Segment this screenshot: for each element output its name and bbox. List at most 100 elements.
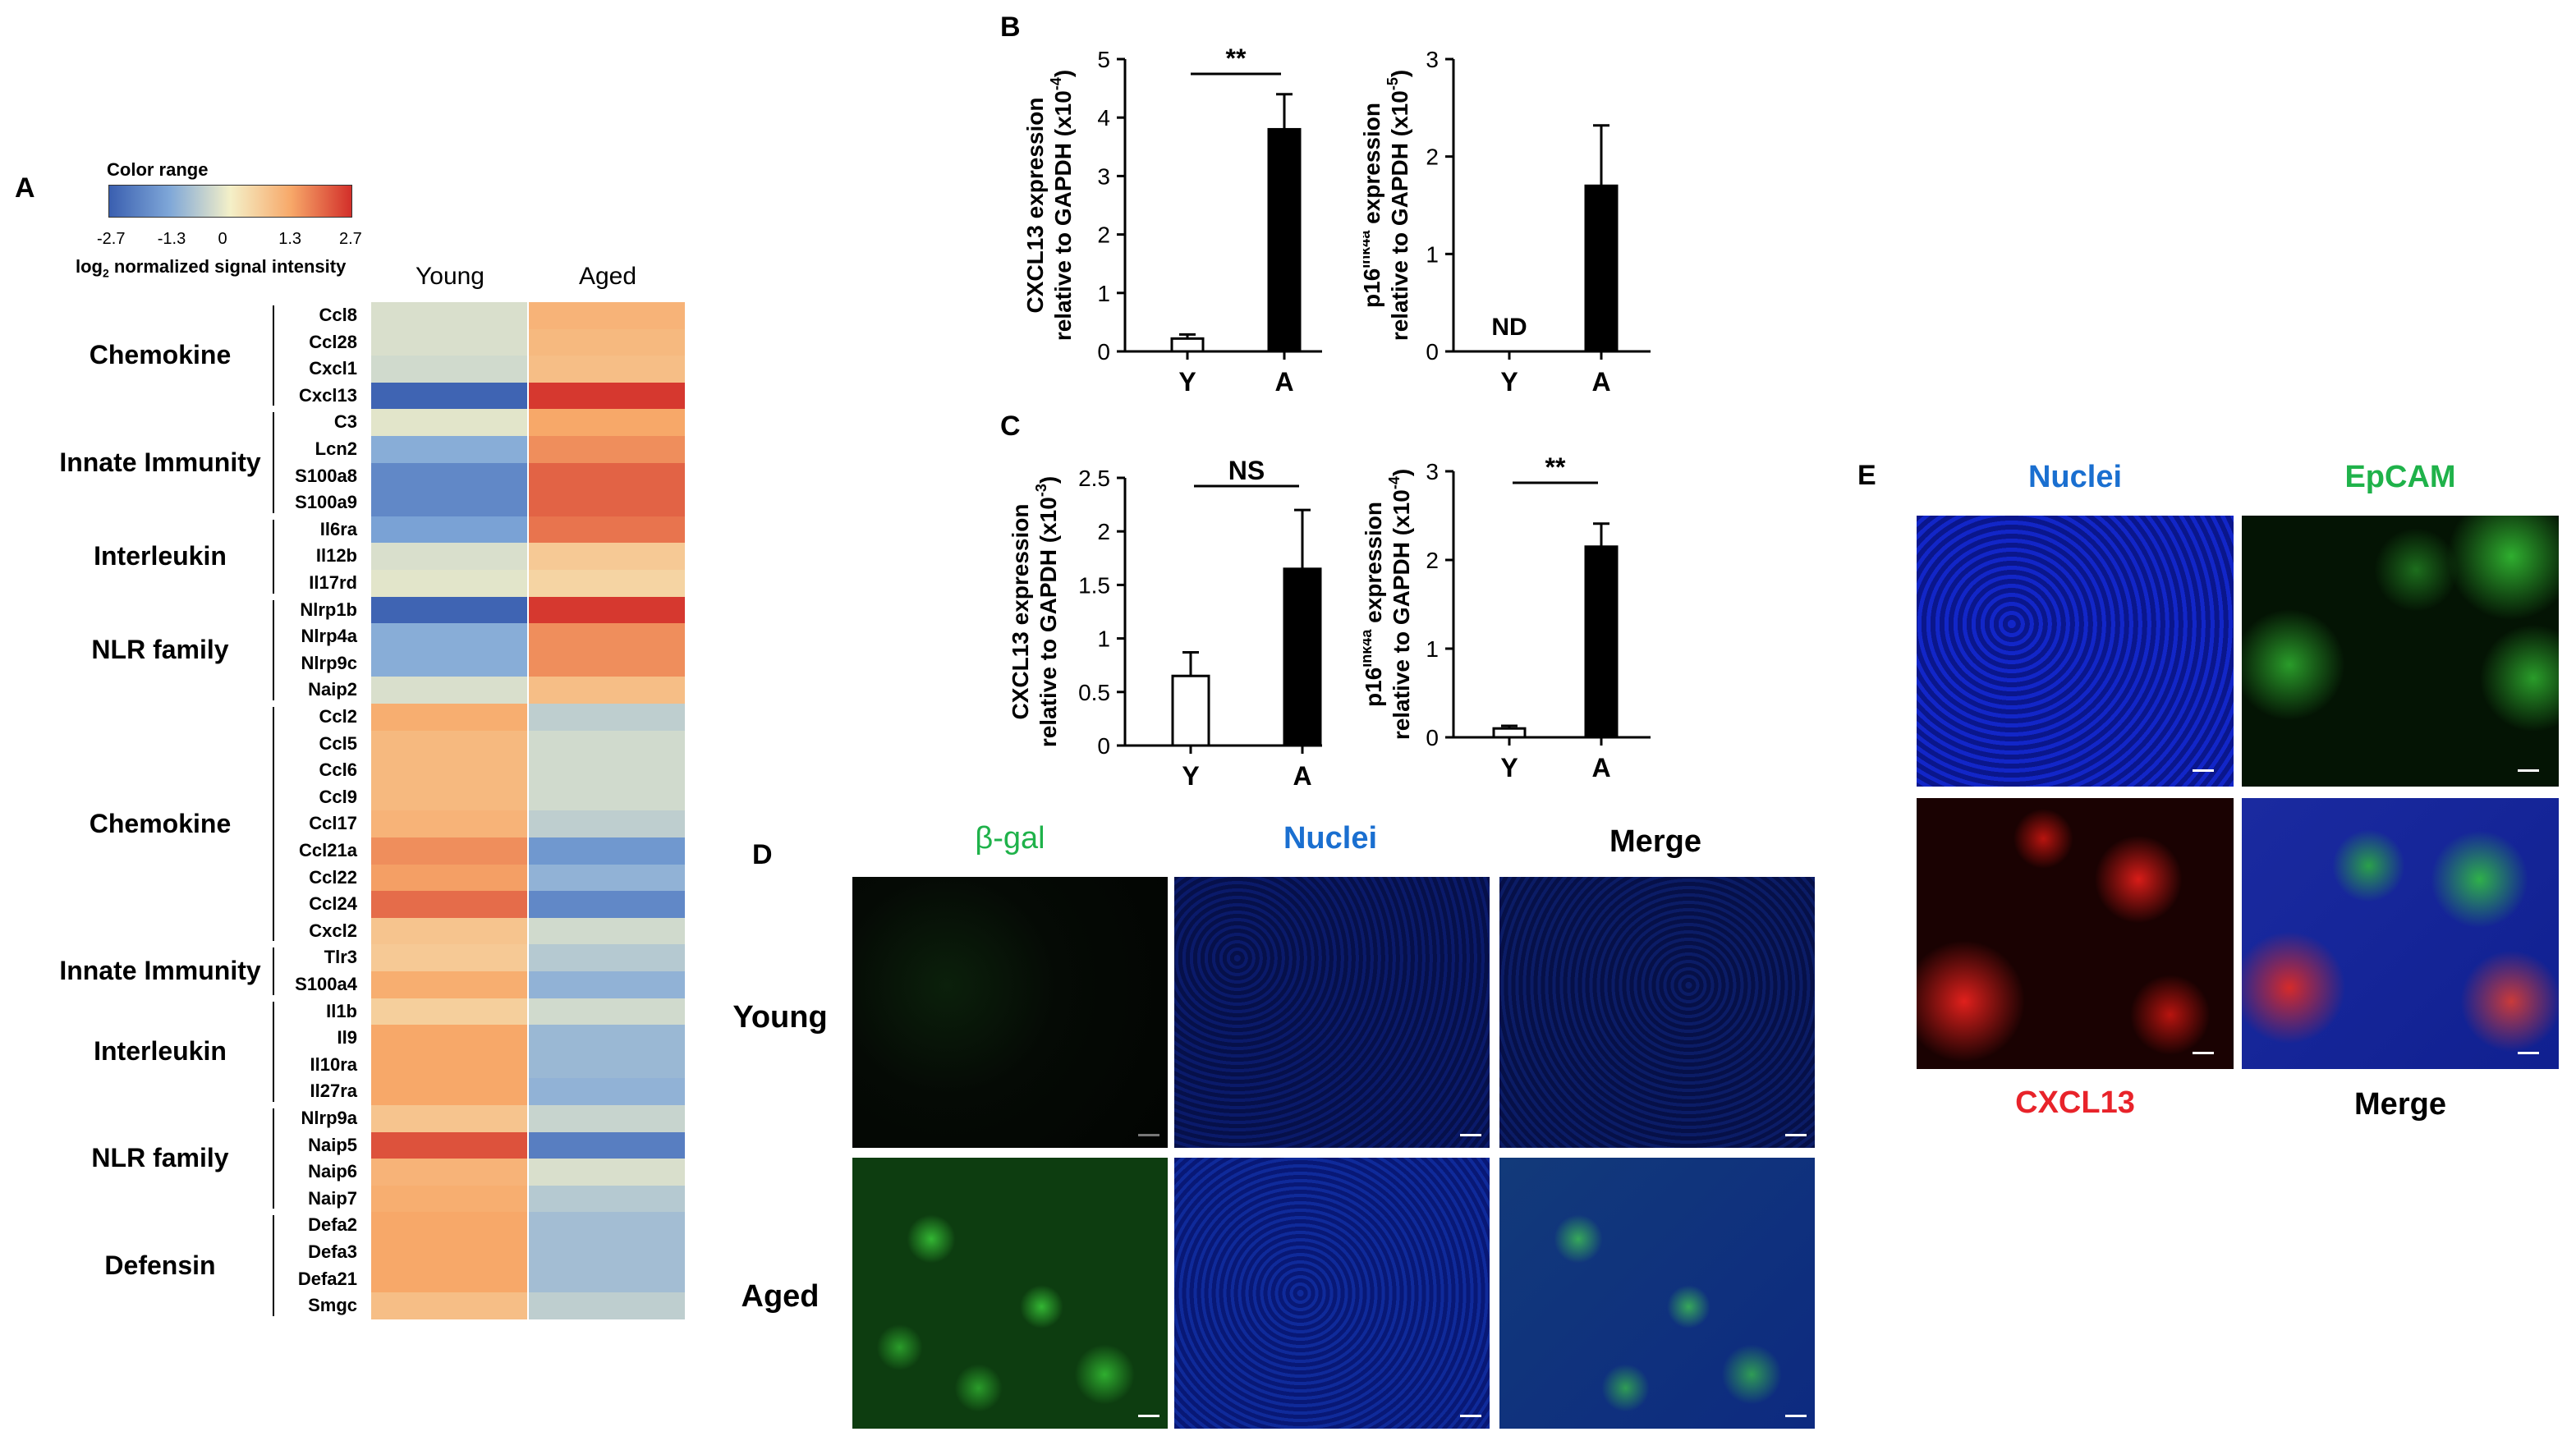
- y-tick-label: 1: [1097, 626, 1110, 652]
- colorbar-caption: log2 normalized signal intensity: [76, 256, 347, 280]
- gene-label: S100a9: [295, 492, 357, 513]
- e-cxcl13-image: [1917, 798, 2234, 1069]
- y-tick-label: 0: [1097, 733, 1110, 759]
- gene-label: S100a4: [295, 974, 357, 994]
- heatmap-cell-aged: [529, 998, 685, 1026]
- x-tick-label: A: [1591, 367, 1610, 397]
- y-label-sup: -3: [1033, 484, 1049, 497]
- colorbar-tick-label: -2.7: [97, 230, 126, 248]
- heatmap-cell-young: [371, 328, 527, 356]
- nd-annotation: ND: [1491, 314, 1527, 341]
- heatmap-cell-aged: [529, 891, 685, 919]
- y-axis-label-line1: p16Ink4a expression: [1363, 103, 1384, 308]
- y-axis-label: p16Ink4a expression relative to GAPDH (x1…: [1363, 70, 1412, 341]
- gene-label: Il9: [337, 1027, 357, 1048]
- y-axis-label-line1: CXCL13 expression: [1026, 98, 1048, 314]
- y-label-part: ): [1035, 476, 1061, 484]
- heatmap-cell-young: [371, 837, 527, 865]
- y-label-part: p16: [1363, 668, 1386, 707]
- heatmap-cell-aged: [529, 917, 685, 945]
- gene-label: Cxcl2: [309, 920, 357, 941]
- heatmap-cell-young: [371, 677, 527, 704]
- gene-label: Naip6: [308, 1161, 357, 1182]
- y-tick-label: 2: [1097, 223, 1110, 248]
- gene-label: Ccl9: [319, 786, 357, 807]
- y-label-part: relative to GAPDH (x10: [1387, 90, 1412, 341]
- gene-label: Defa3: [308, 1241, 357, 1262]
- gene-label: Naip7: [308, 1187, 357, 1209]
- heatmap-cell-young: [371, 302, 527, 330]
- heatmap-cell-young: [371, 730, 527, 758]
- group-label: Innate Immunity: [59, 956, 261, 985]
- heatmap-cell-aged: [529, 1105, 685, 1133]
- panel-label-c: C: [1000, 411, 1021, 442]
- gene-label: Ccl6: [319, 759, 357, 781]
- heatmap-cell-aged: [529, 971, 685, 999]
- y-label-sup: -4: [1386, 476, 1403, 489]
- y-axis-label: CXCL13 expression relative to GAPDH (x10-…: [1026, 70, 1076, 341]
- heatmap-cell-young: [371, 356, 527, 383]
- chart-c-p16: 0 1 2 3 Y A ** p16Ink4a expression relative to G…: [1363, 452, 1651, 782]
- heatmap-cell-aged: [529, 1265, 685, 1293]
- group-bracket: [271, 707, 274, 942]
- y-axis-label-line2: relative to GAPDH (x10-4): [1048, 70, 1076, 341]
- d-col-label-merge: Merge: [1609, 824, 1701, 859]
- y-label-part: ): [1389, 469, 1414, 476]
- y-label-part: expression: [1363, 502, 1386, 630]
- y-axis-label: p16Ink4a expression relative to GAPDH (x1…: [1363, 469, 1414, 740]
- y-axis-label: CXCL13 expression relative to GAPDH (x10-…: [1010, 476, 1061, 747]
- gene-label: Nlrp9c: [301, 652, 357, 673]
- heatmap-cell-young: [371, 1265, 527, 1293]
- group-bracket: [271, 1215, 274, 1316]
- heatmap-cell-aged: [529, 462, 685, 490]
- e-epcam-image: [2242, 516, 2559, 787]
- heatmap-cell-young: [371, 382, 527, 410]
- group-label: Interleukin: [94, 540, 227, 571]
- gene-label: Ccl2: [319, 706, 357, 727]
- heatmap-cell-aged: [529, 356, 685, 383]
- heatmap-cell-aged: [529, 516, 685, 544]
- group-label: Defensin: [104, 1250, 216, 1280]
- group-bracket: [271, 948, 274, 995]
- panel-label-a: A: [15, 172, 35, 204]
- group-label: NLR family: [91, 634, 229, 664]
- heatmap-cell-young: [371, 971, 527, 999]
- heatmap-cell-aged: [529, 1212, 685, 1240]
- heatmap-cell-aged: [529, 1131, 685, 1159]
- heatmap-col-aged: Aged: [578, 263, 637, 290]
- x-tick-label: Y: [1182, 761, 1199, 791]
- group-bracket: [271, 1108, 274, 1209]
- heatmap-cell-aged: [529, 677, 685, 704]
- gene-label: Defa2: [308, 1214, 357, 1236]
- heatmap-cell-aged: [529, 596, 685, 624]
- gene-label: Il10ra: [310, 1053, 358, 1075]
- gene-label: Ccl22: [309, 866, 357, 888]
- y-tick-label: 2: [1097, 519, 1110, 544]
- group-bracket: [271, 1001, 274, 1102]
- gene-label: Nlrp9a: [301, 1108, 357, 1128]
- x-tick-label: A: [1293, 761, 1311, 791]
- y-label-sup: Ink4a: [1363, 629, 1375, 668]
- d-young-bgal-image: [852, 877, 1168, 1148]
- e-label-nuclei: Nuclei: [2027, 460, 2123, 494]
- heatmap-cell-young: [371, 1292, 527, 1320]
- heatmap-cell-aged: [529, 1239, 685, 1267]
- colorbar: [108, 185, 352, 218]
- y-tick-label: 0: [1097, 339, 1110, 365]
- bar: [1170, 337, 1205, 353]
- heatmap-cell-young: [371, 783, 527, 811]
- significance-label: **: [1545, 452, 1566, 482]
- heatmap-cell-young: [371, 436, 527, 464]
- gene-label: Il27ra: [310, 1081, 358, 1102]
- heatmap-cell-young: [371, 1131, 527, 1159]
- x-tick-label: A: [1274, 367, 1293, 397]
- y-label-sup: -5: [1384, 77, 1401, 90]
- heatmap-cell-aged: [529, 783, 685, 811]
- heatmap-cell-young: [371, 944, 527, 972]
- y-label-part: ): [1050, 70, 1076, 77]
- group-bracket: [271, 305, 274, 406]
- heatmap-cell-young: [371, 1025, 527, 1053]
- gene-label: Ccl8: [319, 305, 357, 325]
- gene-label: Lcn2: [315, 438, 357, 459]
- y-tick-label: 2: [1426, 145, 1439, 170]
